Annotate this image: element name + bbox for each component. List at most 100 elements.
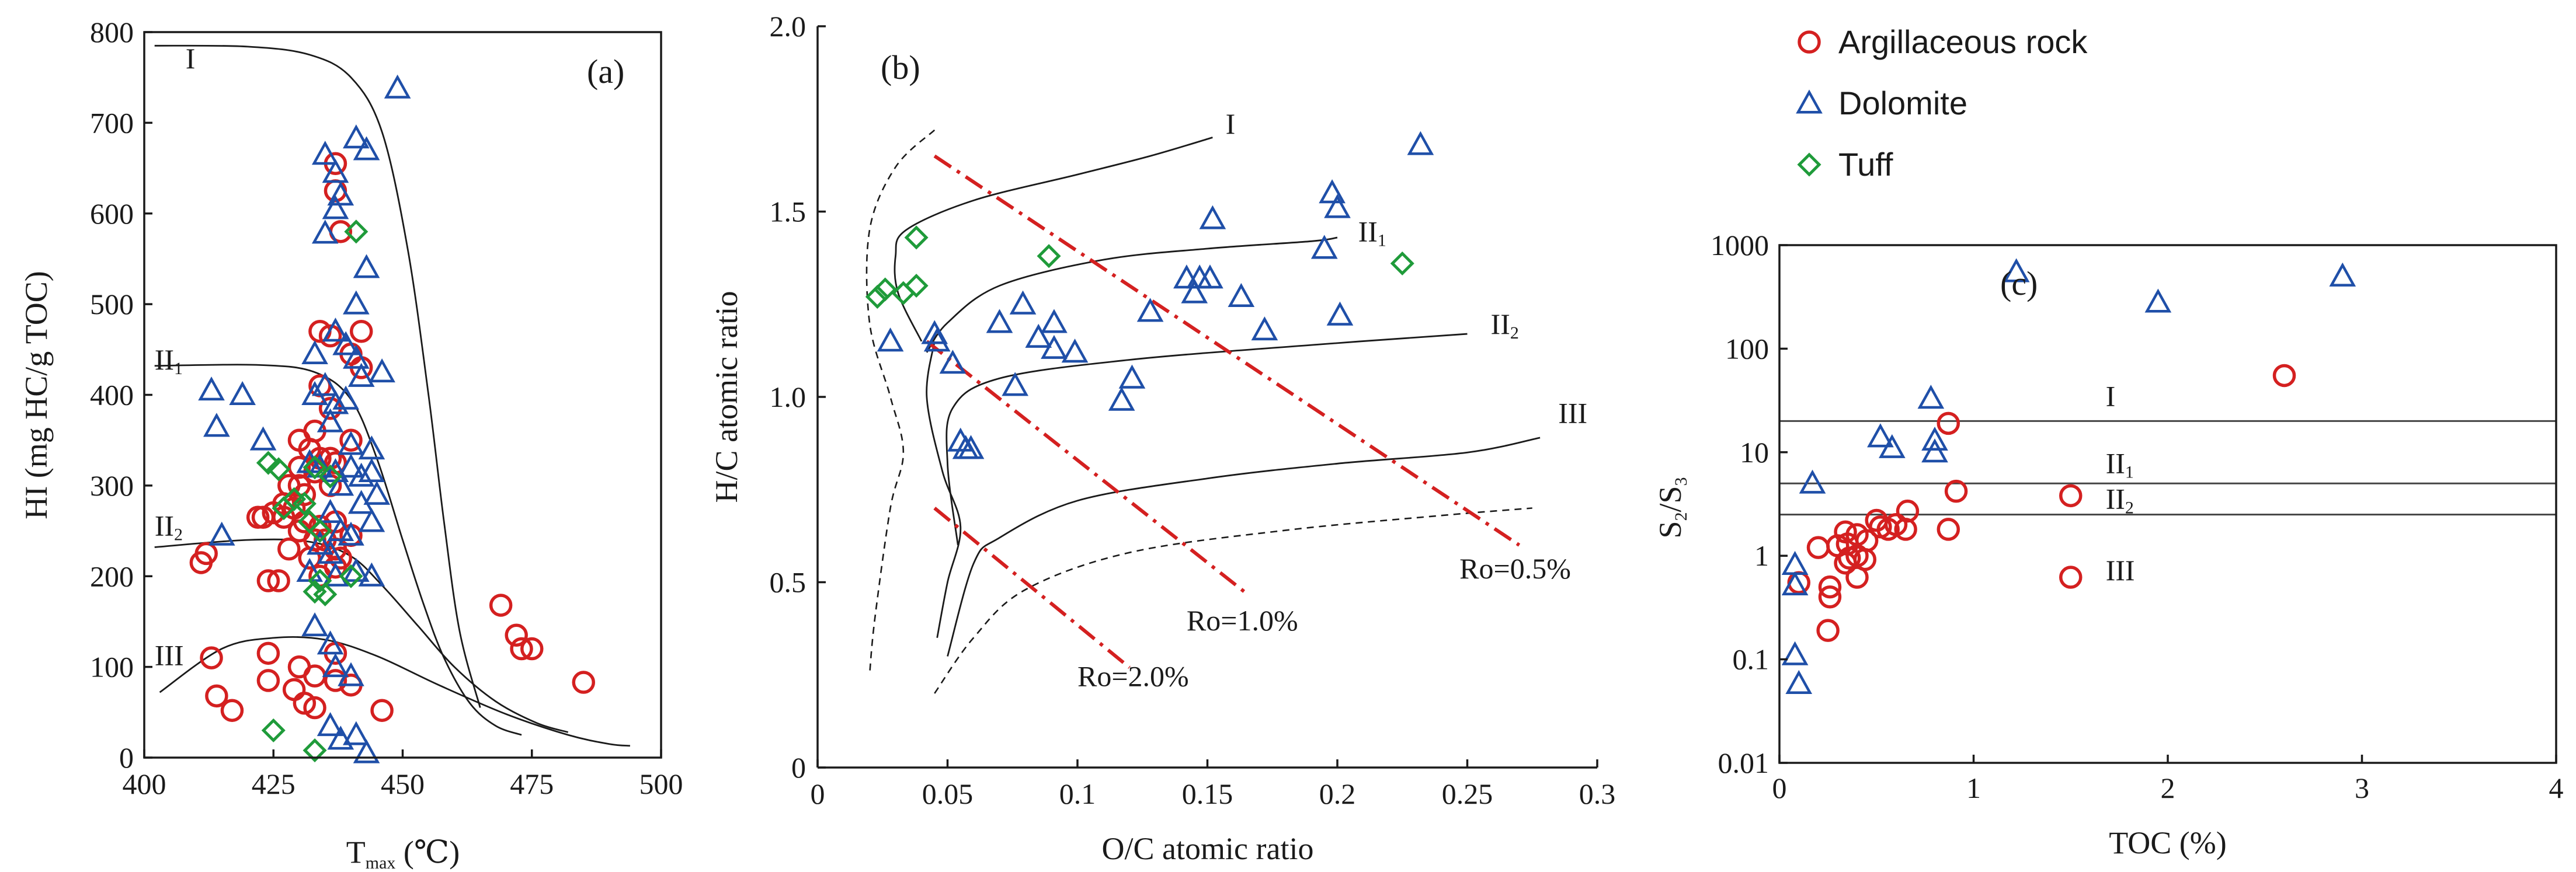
panel-a-point-triangle-16 <box>311 372 339 396</box>
panel-c-zone-sub-1: 1 <box>2125 462 2134 482</box>
panel-b-point-triangle-21 <box>939 350 967 374</box>
panel-a-point-triangle-35 <box>363 480 391 505</box>
panel-b-point-triangle-20 <box>923 327 951 352</box>
panel-b-title: (b) <box>881 48 920 86</box>
panel-a-y-tick-label-4: 400 <box>90 379 134 411</box>
panel-a-x-axis-title: Tmax (℃) <box>346 835 460 872</box>
panel-a-y-axis-title: HI (mg HC/g TOC) <box>19 271 54 519</box>
panel-a-point-circle-45 <box>194 542 218 566</box>
legend-entry-0: Argillaceous rock <box>1798 23 2088 60</box>
panel-b-point-triangle-12 <box>1136 298 1164 322</box>
panel-a-point-triangle-23 <box>249 426 277 451</box>
panel-c-point-triangle-12 <box>1785 669 1813 695</box>
panel-a-zone-main-2: II <box>155 509 174 542</box>
panel-b-point-triangle-16 <box>1061 339 1089 363</box>
legend-label-0: Argillaceous rock <box>1838 23 2088 60</box>
panel-a-point-triangle-47 <box>301 612 328 637</box>
panel-a-point-triangle-33 <box>327 472 354 496</box>
panel-a-point-circle-49 <box>303 664 326 688</box>
legend-entry-1: Dolomite <box>1796 85 1967 121</box>
panel-a-point-triangle-18 <box>332 385 359 410</box>
panel-a-point-circle-43 <box>324 555 347 579</box>
panel-a-point-triangle-21 <box>229 381 256 405</box>
panel-a-x-tick-label-0: 400 <box>123 768 166 800</box>
panel-b-curve-II1 <box>926 236 1338 353</box>
panel-c-y-axis-title-s: S <box>1653 521 1688 539</box>
panel-a-point-triangle-31 <box>347 462 375 487</box>
panel-b-curve-II2 <box>945 333 1468 546</box>
circle-icon <box>1798 30 1821 54</box>
panel-b-point-triangle-13 <box>1009 290 1037 315</box>
panel-a-point-triangle-5 <box>327 182 354 206</box>
panel-c-point-triangle-11 <box>1781 641 1809 665</box>
panel-a-point-triangle-4 <box>322 159 349 183</box>
panel-c-point-circle-26 <box>1816 619 1840 642</box>
panel-b-x-tick-label-3: 0.15 <box>1182 777 1233 810</box>
panel-a-y-tick-label-7: 700 <box>90 106 134 139</box>
panel-b-point-triangle-19 <box>921 320 948 344</box>
panel-a-point-diamond-12 <box>313 582 338 606</box>
panel-c-point-circle-23 <box>1845 566 1869 589</box>
panel-c-zone-label-0: I <box>2106 379 2116 412</box>
panel-a-point-triangle-13 <box>343 344 370 369</box>
triangle-icon <box>1796 89 1823 114</box>
panel-b-point-triangle-25 <box>1002 372 1029 396</box>
panel-c-y-axis-title-sub1: 2 <box>1671 512 1691 521</box>
panel-a-point-diamond-4 <box>303 455 327 480</box>
panel-c-y-tick-label-5: 1000 <box>1711 229 1769 261</box>
panel-b-zone-sub-2: 2 <box>1510 323 1519 343</box>
panel-c-x-axis-title: TOC (%) <box>2109 825 2226 860</box>
panel-b-point-diamond-1 <box>1037 244 1061 268</box>
panel-c-zone-label-3: III <box>2106 554 2135 587</box>
panel-c-y-tick-label-2: 1 <box>1754 539 1769 572</box>
panel-c-point-circle-19 <box>1837 546 1861 570</box>
panel-c-x-tick-label-1: 1 <box>1966 772 1981 804</box>
panel-c-zone-main-3: III <box>2106 554 2135 587</box>
panel-c-title: (c) <box>2000 264 2038 302</box>
panel-a-point-circle-28 <box>308 515 332 538</box>
panel-a-data-points <box>189 74 595 763</box>
panel-c-x-tick-label-2: 2 <box>2161 772 2175 804</box>
panel-c-point-triangle-10 <box>1781 571 1809 596</box>
panel-b-x-tick-label-5: 0.25 <box>1442 777 1493 810</box>
panel-a-curve-II1 <box>154 364 522 736</box>
panel-a-point-triangle-24 <box>317 408 344 432</box>
panel-a-zone-label-2: II2 <box>155 509 183 544</box>
panel-a-zone-sub-2: 2 <box>174 525 183 544</box>
panel-c-zone-main-1: II <box>2106 447 2125 479</box>
panel-b-zone-label-0: I <box>1226 107 1236 140</box>
panel-c-data-points <box>1781 258 2356 695</box>
panel-b-ro-line-1 <box>926 340 1248 595</box>
panel-c-zone-main-0: I <box>2106 379 2116 412</box>
panel-c-y-tick-label-0: 0.01 <box>1718 747 1770 779</box>
legend: Argillaceous rock Dolomite Tuff <box>1796 23 2088 183</box>
panel-a-point-circle-58 <box>220 699 244 722</box>
panel-a-zone-main-1: II <box>155 343 174 376</box>
panel-a-zone-label-3: III <box>155 639 184 672</box>
panel-a-point-triangle-49 <box>322 653 349 678</box>
panel-c-point-circle-0 <box>2272 364 2296 388</box>
panel-b-point-triangle-18 <box>986 309 1013 333</box>
panel-c-point-triangle-7 <box>1879 434 1906 458</box>
panel-c-point-triangle-2 <box>2329 262 2356 287</box>
panel-c-point-circle-11 <box>1869 515 1892 539</box>
panel-b-point-triangle-2 <box>1324 194 1351 218</box>
panel-c-point-triangle-3 <box>1917 385 1945 409</box>
panel-a-point-triangle-10 <box>301 340 328 365</box>
panel-b-x-tick-label-1: 0.05 <box>922 777 974 810</box>
panel-c-plot-frame <box>1778 244 2557 764</box>
panel-b-point-triangle-22 <box>877 327 904 352</box>
panel-b-point-triangle-6 <box>1197 264 1223 289</box>
panel-b-zone-main-1: II <box>1358 215 1378 247</box>
panel-b-point-triangle-23 <box>1118 364 1146 389</box>
panel-a-point-circle-52 <box>282 678 306 702</box>
panel-a-point-circle-62 <box>510 637 533 661</box>
panel-c-point-circle-25 <box>1818 585 1842 609</box>
panel-b-point-triangle-8 <box>1310 235 1338 259</box>
panel-a-point-circle-55 <box>324 669 347 692</box>
panel-b-y-tick-label-1: 0.5 <box>770 566 806 599</box>
panel-b-zone-main-3: III <box>1558 396 1587 429</box>
panel-a-hi-vs-tmax: 400 425 450 475 500 0 100 200 300 400 500 600 700 80… <box>19 16 683 872</box>
panel-a-point-triangle-12 <box>332 331 359 355</box>
